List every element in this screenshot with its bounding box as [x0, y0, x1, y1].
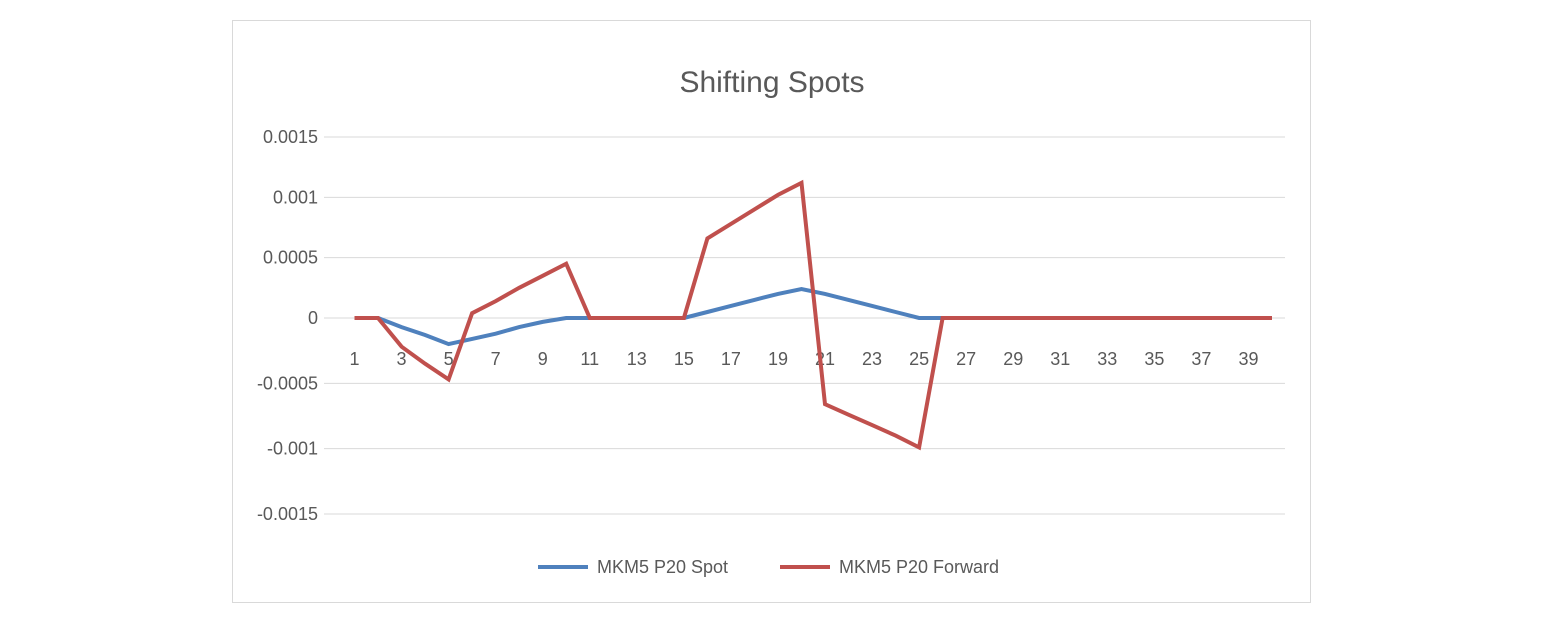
chart-frame: Shifting Spots 0.0015 0.001 0.0005 0 -0.0005…: [232, 20, 1311, 603]
x-tick-label: 39: [1238, 349, 1258, 369]
y-tick-label: -0.0015: [257, 504, 318, 524]
series-layer: [354, 179, 1272, 451]
y-tick-label: 0: [308, 308, 318, 328]
legend-label-1: MKM5 P20 Spot: [597, 557, 728, 577]
x-tick-label: 9: [538, 349, 548, 369]
x-tick-label: 1: [349, 349, 359, 369]
y-tick-label: 0.0005: [263, 248, 318, 268]
x-tick-label: 11: [580, 349, 599, 369]
x-tick-label: 15: [674, 349, 694, 369]
x-tick-label: 31: [1050, 349, 1070, 369]
x-axis-ticks: 1 3 5 7 9 11 13 15 17 19 21 23 25 27 29 31 33 35 37 39: [349, 349, 1258, 369]
x-tick-label: 33: [1097, 349, 1117, 369]
x-tick-label: 3: [397, 349, 407, 369]
x-tick-label: 5: [444, 349, 454, 369]
x-tick-label: 13: [627, 349, 647, 369]
chart-title: Shifting Spots: [679, 66, 864, 99]
series-line-2: [354, 179, 1272, 451]
x-tick-label: 23: [862, 349, 882, 369]
y-tick-label: -0.0005: [257, 373, 318, 393]
y-tick-label: 0.0015: [263, 127, 318, 147]
grid-layer: [324, 136, 1285, 515]
chart-svg: Shifting Spots 0.0015 0.001 0.0005 0 -0.0005…: [257, 66, 1285, 577]
x-tick-label: 17: [721, 349, 741, 369]
legend-label-2: MKM5 P20 Forward: [839, 557, 999, 577]
legend: MKM5 P20 Spot MKM5 P20 Forward: [538, 557, 999, 577]
x-tick-label: 29: [1003, 349, 1023, 369]
x-tick-label: 35: [1144, 349, 1164, 369]
y-tick-label: -0.001: [267, 439, 318, 459]
x-tick-label: 7: [491, 349, 501, 369]
x-tick-label: 37: [1191, 349, 1211, 369]
y-tick-label: 0.001: [273, 187, 318, 207]
x-tick-label: 19: [768, 349, 788, 369]
y-axis-ticks: 0.0015 0.001 0.0005 0 -0.0005 -0.001 -0.0015: [257, 127, 318, 524]
x-tick-label: 27: [956, 349, 976, 369]
x-tick-label: 25: [909, 349, 929, 369]
